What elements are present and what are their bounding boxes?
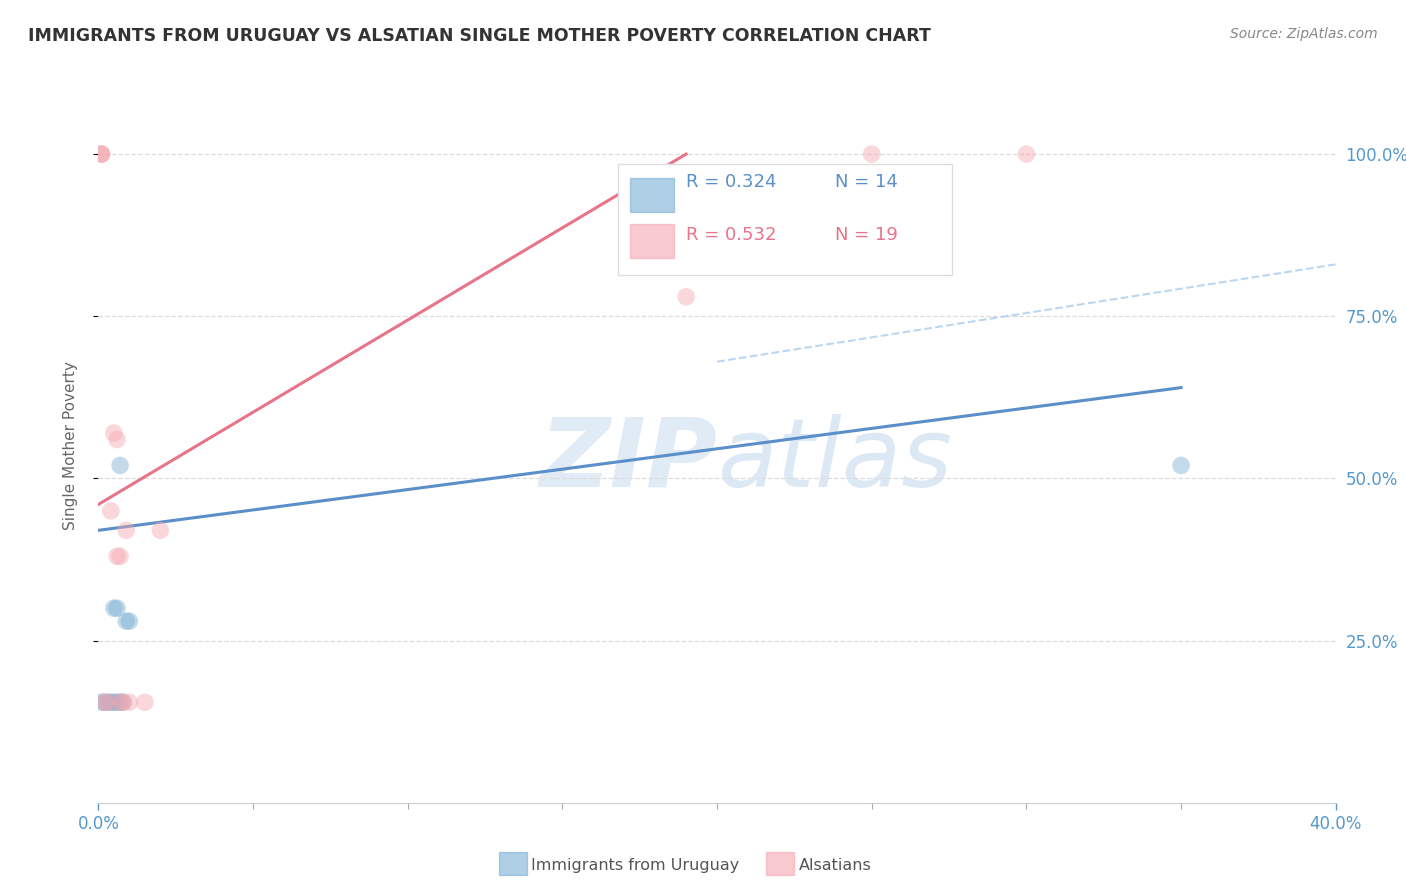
Point xyxy=(115,614,138,628)
Text: R = 0.532: R = 0.532 xyxy=(686,227,776,244)
Point xyxy=(90,147,112,161)
Point xyxy=(105,695,128,709)
Text: Alsatians: Alsatians xyxy=(799,858,872,872)
Text: Source: ZipAtlas.com: Source: ZipAtlas.com xyxy=(1230,27,1378,41)
Point xyxy=(1170,458,1192,473)
Bar xyxy=(499,852,527,875)
Point xyxy=(112,695,135,709)
Bar xyxy=(630,224,673,259)
Point xyxy=(100,504,122,518)
Text: N = 14: N = 14 xyxy=(835,173,897,191)
Text: Immigrants from Uruguay: Immigrants from Uruguay xyxy=(531,858,740,872)
Point xyxy=(90,147,112,161)
Point xyxy=(105,549,128,564)
Text: N = 19: N = 19 xyxy=(835,227,897,244)
Point xyxy=(105,433,128,447)
Point xyxy=(90,147,112,161)
Point xyxy=(1015,147,1038,161)
Point xyxy=(115,524,138,538)
Point xyxy=(108,458,131,473)
Bar xyxy=(766,852,794,875)
Point xyxy=(118,614,141,628)
Point xyxy=(134,695,156,709)
Point xyxy=(108,549,131,564)
Point xyxy=(118,695,141,709)
Point xyxy=(93,695,115,709)
Text: ZIP: ZIP xyxy=(538,414,717,507)
Point xyxy=(108,695,131,709)
Point xyxy=(90,695,112,709)
Point xyxy=(675,290,697,304)
Y-axis label: Single Mother Poverty: Single Mother Poverty xyxy=(63,361,77,531)
Point xyxy=(105,601,128,615)
Point xyxy=(103,695,125,709)
Bar xyxy=(619,164,952,275)
Point xyxy=(112,695,135,709)
Point xyxy=(97,695,120,709)
Point xyxy=(100,695,122,709)
Point xyxy=(93,695,115,709)
Text: atlas: atlas xyxy=(717,414,952,507)
Text: IMMIGRANTS FROM URUGUAY VS ALSATIAN SINGLE MOTHER POVERTY CORRELATION CHART: IMMIGRANTS FROM URUGUAY VS ALSATIAN SING… xyxy=(28,27,931,45)
Point xyxy=(108,695,131,709)
Point xyxy=(103,601,125,615)
Bar xyxy=(630,178,673,212)
Point xyxy=(97,695,120,709)
Text: R = 0.324: R = 0.324 xyxy=(686,173,776,191)
Point xyxy=(860,147,883,161)
Point xyxy=(103,425,125,440)
Point xyxy=(149,524,172,538)
